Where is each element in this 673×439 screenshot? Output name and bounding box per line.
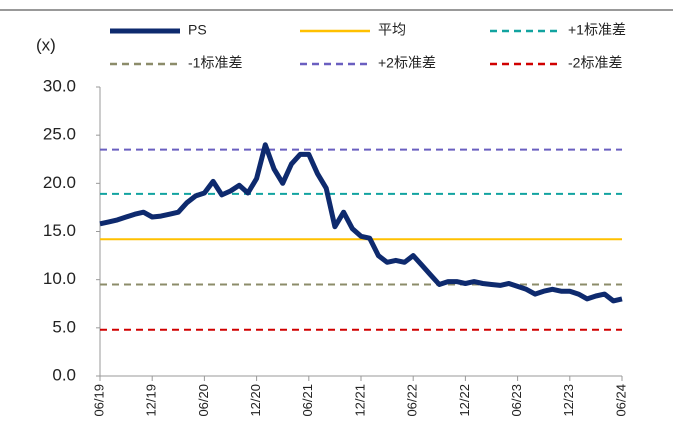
x-tick-label: 06/24 bbox=[613, 384, 628, 417]
ps-line bbox=[99, 142, 623, 304]
unit-label: (x) bbox=[36, 35, 56, 54]
legend-label: PS bbox=[188, 22, 207, 38]
y-tick-label: 15.0 bbox=[43, 221, 76, 240]
legend-label: +1标准差 bbox=[568, 22, 626, 38]
x-tick-label: 06/21 bbox=[300, 384, 315, 417]
x-tick-label: 12/22 bbox=[457, 384, 472, 417]
x-tick-label: 12/21 bbox=[352, 384, 367, 417]
y-tick-label: 5.0 bbox=[52, 317, 76, 336]
legend-label: -2标准差 bbox=[568, 55, 622, 71]
x-tick-label: 06/20 bbox=[196, 384, 211, 417]
x-tick-label: 12/19 bbox=[144, 384, 159, 417]
y-tick-label: 0.0 bbox=[52, 365, 76, 384]
x-tick-label: 12/20 bbox=[248, 384, 263, 417]
y-tick-label: 10.0 bbox=[43, 269, 76, 288]
y-tick-label: 30.0 bbox=[43, 76, 76, 95]
legend-label: 平均 bbox=[378, 22, 406, 38]
y-tick-label: 25.0 bbox=[43, 125, 76, 144]
x-tick-label: 06/22 bbox=[405, 384, 420, 417]
x-tick-label: 12/23 bbox=[561, 384, 576, 417]
legend-label: -1标准差 bbox=[188, 55, 242, 71]
x-tick-label: 06/19 bbox=[91, 384, 106, 417]
y-tick-label: 20.0 bbox=[43, 173, 76, 192]
legend-label: +2标准差 bbox=[378, 55, 436, 71]
x-tick-label: 06/23 bbox=[509, 384, 524, 417]
